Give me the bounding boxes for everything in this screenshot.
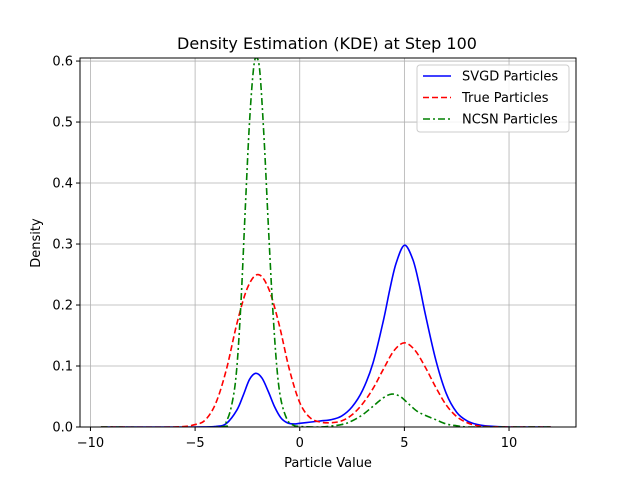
x-tick-label: −10 [77,436,104,451]
x-axis-ticks: −10 −5 0 5 10 [77,427,518,451]
legend-entry-label: SVGD Particles [462,70,558,85]
y-axis-ticks: 0.0 0.1 0.2 0.3 0.4 0.5 0.6 [52,55,80,436]
plot-frame [79,57,577,428]
y-tick-label: 0.5 [52,116,73,131]
y-tick-label: 0.1 [52,360,73,375]
x-tick-label: 0 [296,436,304,451]
legend-entry-label: NCSN Particles [462,113,558,128]
x-axis-label: Particle Value [284,456,372,471]
legend-box [416,64,570,133]
x-tick-label: −5 [186,436,205,451]
series-layer [100,58,551,427]
legend: SVGD Particles True Particles NCSN Particl… [416,64,570,133]
y-tick-label: 0.3 [52,238,73,253]
legend-entry-label: True Particles [461,91,549,106]
y-tick-label: 0.0 [52,421,73,436]
x-tick-label: 5 [400,436,408,451]
series-line-svgd-particles [100,244,551,427]
y-tick-label: 0.2 [52,299,73,314]
y-tick-label: 0.4 [52,177,73,192]
x-tick-label: 10 [501,436,518,451]
series-line-ncsn-particles [100,58,551,427]
series-line-true-particles [100,273,551,427]
y-axis-label: Density [29,218,44,268]
y-tick-label: 0.6 [52,55,73,70]
chart-title: Density Estimation (KDE) at Step 100 [177,34,477,53]
